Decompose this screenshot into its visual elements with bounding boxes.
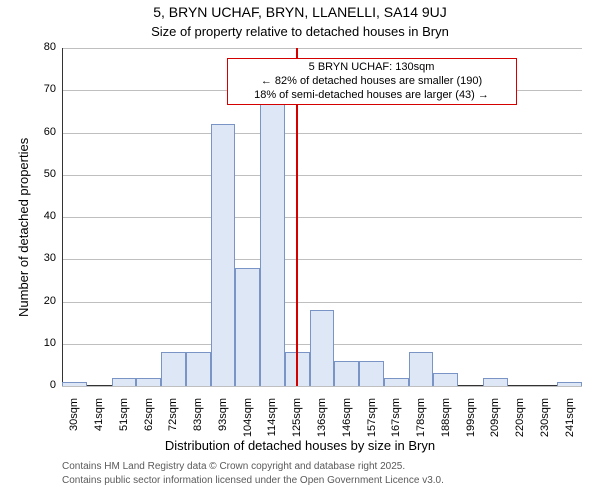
histogram-bar <box>334 361 359 386</box>
credits: Contains HM Land Registry data © Crown c… <box>62 460 444 487</box>
x-tick-label: 220sqm <box>514 398 526 448</box>
y-axis-label: Number of detached properties <box>16 138 31 317</box>
histogram-bar <box>483 378 508 386</box>
y-tick-label: 10 <box>26 337 56 349</box>
gridline <box>62 175 582 176</box>
x-tick-label: 199sqm <box>465 398 477 448</box>
x-tick-label: 125sqm <box>291 398 303 448</box>
histogram-bar <box>186 352 211 386</box>
credits-line-2: Contains public sector information licen… <box>62 474 444 488</box>
histogram-bar <box>260 103 285 386</box>
histogram-bar <box>211 124 236 386</box>
histogram-bar <box>384 378 409 386</box>
gridline <box>62 48 582 49</box>
gridline <box>62 217 582 218</box>
x-tick-label: 30sqm <box>68 398 80 448</box>
x-tick-label: 146sqm <box>341 398 353 448</box>
histogram-bar <box>161 352 186 386</box>
gridline <box>62 259 582 260</box>
annotation-line-3: 18% of semi-detached houses are larger (… <box>234 89 510 103</box>
y-tick-label: 70 <box>26 83 56 95</box>
x-tick-label: 167sqm <box>390 398 402 448</box>
x-tick-label: 178sqm <box>415 398 427 448</box>
credits-line-1: Contains HM Land Registry data © Crown c… <box>62 460 444 474</box>
x-tick-label: 62sqm <box>143 398 155 448</box>
x-tick-label: 83sqm <box>192 398 204 448</box>
y-axis-line <box>62 48 63 386</box>
plot-area: 5 BRYN UCHAF: 130sqm← 82% of detached ho… <box>62 48 582 386</box>
title-main: 5, BRYN UCHAF, BRYN, LLANELLI, SA14 9UJ <box>0 4 600 20</box>
x-tick-label: 114sqm <box>266 398 278 448</box>
x-tick-label: 51sqm <box>118 398 130 448</box>
x-tick-label: 136sqm <box>316 398 328 448</box>
histogram-bar <box>409 352 434 386</box>
x-tick-label: 241sqm <box>564 398 576 448</box>
y-tick-label: 30 <box>26 252 56 264</box>
histogram-bar <box>112 378 137 386</box>
x-tick-label: 104sqm <box>242 398 254 448</box>
histogram-bar <box>62 382 87 386</box>
y-tick-label: 60 <box>26 126 56 138</box>
annotation-line-1: 5 BRYN UCHAF: 130sqm <box>234 61 510 75</box>
x-tick-label: 188sqm <box>440 398 452 448</box>
y-tick-label: 50 <box>26 168 56 180</box>
y-tick-label: 40 <box>26 210 56 222</box>
title-sub: Size of property relative to detached ho… <box>0 24 600 39</box>
histogram-bar <box>557 382 582 386</box>
chart-wrap: 5, BRYN UCHAF, BRYN, LLANELLI, SA14 9UJ … <box>0 0 600 500</box>
annotation-line-2: ← 82% of detached houses are smaller (19… <box>234 75 510 89</box>
gridline <box>62 386 582 387</box>
gridline <box>62 302 582 303</box>
x-tick-label: 41sqm <box>93 398 105 448</box>
histogram-bar <box>433 373 458 386</box>
x-tick-label: 157sqm <box>366 398 378 448</box>
x-tick-label: 209sqm <box>489 398 501 448</box>
x-tick-label: 72sqm <box>167 398 179 448</box>
y-tick-label: 20 <box>26 295 56 307</box>
annotation-box: 5 BRYN UCHAF: 130sqm← 82% of detached ho… <box>227 58 517 105</box>
x-tick-label: 93sqm <box>217 398 229 448</box>
y-tick-label: 80 <box>26 41 56 53</box>
x-tick-label: 230sqm <box>539 398 551 448</box>
gridline <box>62 133 582 134</box>
histogram-bar <box>136 378 161 386</box>
y-tick-label: 0 <box>26 379 56 391</box>
histogram-bar <box>359 361 384 386</box>
histogram-bar <box>310 310 335 386</box>
histogram-bar <box>235 268 260 386</box>
